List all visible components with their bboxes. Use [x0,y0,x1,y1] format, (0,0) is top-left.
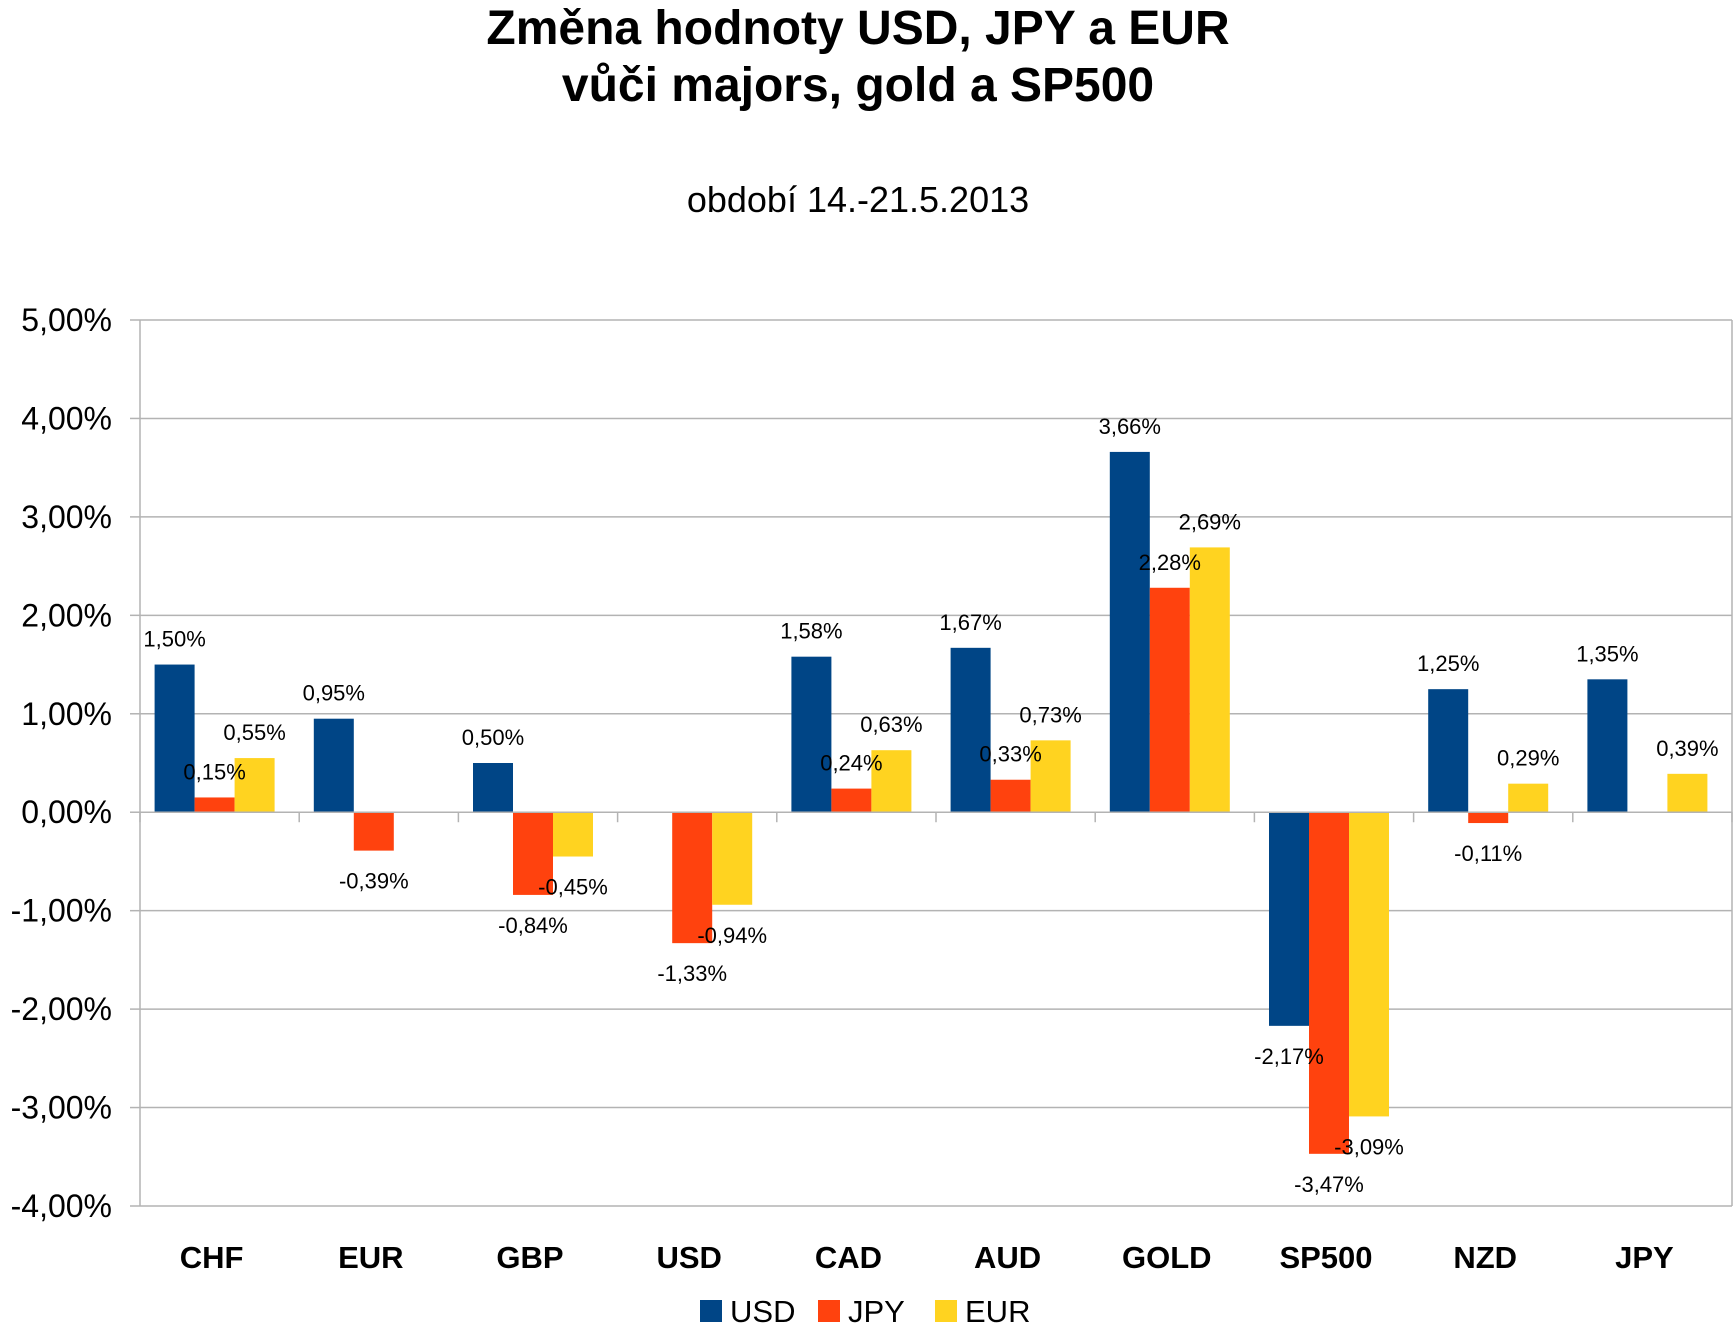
chart-title-line-2: vůči majors, gold a SP500 [562,59,1154,112]
bar-eur-aud [1030,740,1071,813]
data-label: 0,33% [979,742,1041,767]
legend-label-usd: USD [730,1294,795,1329]
data-label: 0,39% [1656,736,1718,761]
x-tick-label: GOLD [1122,1240,1212,1275]
bar-eur-chf [234,758,275,813]
data-labels: 1,50% 0,95% 0,50% 1,58% 1,67% 3,66% -2,17% 1,25… [143,414,1718,1197]
data-label: 1,35% [1576,641,1638,666]
bar-jpy-nzd [1468,812,1509,824]
bar-usd-sp500 [1269,812,1309,1026]
axes [139,320,1733,1206]
data-label: 0,63% [860,712,922,737]
bar-eur-jpy [1667,773,1708,813]
data-label: -0,11% [1454,841,1522,866]
legend-swatch-eur [935,1300,957,1322]
data-label: -3,09% [1334,1134,1404,1159]
data-label: 1,67% [939,610,1001,635]
data-label: 2,28% [1139,550,1201,575]
bar-jpy-gbp [513,812,553,895]
bar-jpy-aud [990,779,1031,813]
data-label: -0,39% [339,869,409,894]
bar-eur-gold [1189,547,1230,813]
bar-jpy-eur [353,812,394,851]
bar-jpy-gold [1149,587,1190,813]
bar-usd-gbp [473,763,513,813]
bar-eur-nzd [1508,783,1549,813]
x-tick-label: NZD [1453,1240,1517,1275]
y-tick-label: -4,00% [11,1188,112,1224]
y-tick-label: 2,00% [21,597,112,633]
chart-subtitle: období 14.-21.5.2013 [687,179,1029,220]
x-tick-label: AUD [974,1240,1041,1275]
data-label: -0,45% [538,875,608,900]
legend-swatch-jpy [818,1300,840,1322]
y-tick-label: -2,00% [11,991,112,1027]
y-tick-label: 3,00% [21,499,112,535]
bar-jpy-sp500 [1309,812,1349,1154]
bar-eur-sp500 [1349,812,1389,1117]
legend: USD JPY EUR [700,1294,1030,1329]
data-label: 0,73% [1019,702,1081,727]
data-label: 1,58% [780,619,842,644]
bar-eur-usd [712,812,753,905]
data-label: 0,29% [1497,746,1559,771]
y-tick-label: 4,00% [21,400,112,436]
bar-eur-gbp [553,812,593,857]
x-axis-ticks: CHF EUR GBP USD CAD AUD GOLD SP500 NZD JPY [180,1240,1674,1275]
y-axis-ticks: 5,00% 4,00% 3,00% 2,00% 1,00% 0,00% -1,00% -2,0… [11,302,112,1224]
bar-jpy-cad [831,788,872,813]
bar-usd-aud [950,647,991,813]
data-label: -0,94% [697,923,767,948]
x-tick-label: USD [656,1240,721,1275]
legend-swatch-usd [700,1300,722,1322]
data-label: 0,15% [183,759,245,784]
bar-usd-cad [791,656,832,813]
legend-label-eur: EUR [965,1294,1030,1329]
y-tick-label: -1,00% [11,893,112,929]
bar-usd-gold [1109,451,1150,813]
data-label: -3,47% [1294,1172,1364,1197]
data-label: 0,50% [462,725,524,750]
data-label: 2,69% [1179,509,1241,534]
bar-eur-cad [871,750,912,813]
bar-jpy-chf [194,797,235,813]
x-tick-label: SP500 [1279,1240,1372,1275]
data-label: -2,17% [1254,1044,1324,1069]
data-label: 0,95% [303,681,365,706]
bars [154,451,1708,1154]
data-label: -0,84% [498,913,568,938]
data-label: 1,25% [1417,651,1479,676]
bar-usd-nzd [1428,689,1469,813]
legend-label-jpy: JPY [848,1294,905,1329]
y-tick-label: 1,00% [21,696,112,732]
x-tick-label: JPY [1615,1240,1674,1275]
bar-usd-jpy [1587,679,1628,813]
data-label: 0,55% [223,720,285,745]
x-tick-label: EUR [338,1240,403,1275]
bar-usd-chf [154,664,195,813]
y-tick-label: -3,00% [11,1090,112,1126]
bar-usd-eur [313,718,354,813]
data-label: -1,33% [657,961,727,986]
x-tick-label: GBP [496,1240,563,1275]
y-tick-label: 0,00% [21,794,112,830]
bar-jpy-usd [672,812,713,944]
x-tick-label: CHF [180,1240,244,1275]
gridlines [130,319,1732,1207]
data-label: 0,24% [820,751,882,776]
y-tick-label: 5,00% [21,302,112,338]
chart-title-line-1: Změna hodnoty USD, JPY a EUR [486,2,1229,55]
x-tick-label: CAD [815,1240,882,1275]
data-label: 1,50% [143,627,205,652]
data-label: 3,66% [1099,414,1161,439]
